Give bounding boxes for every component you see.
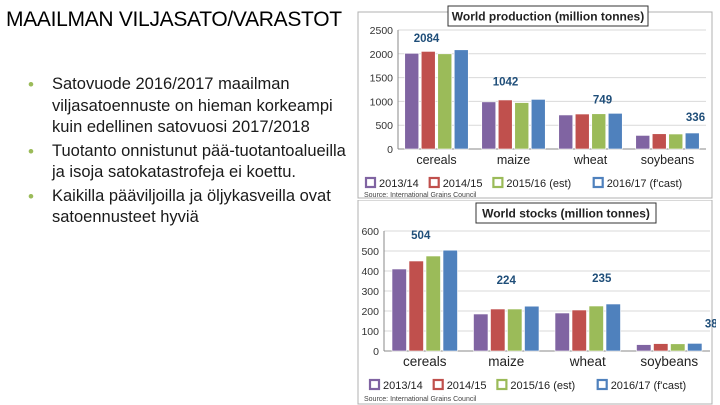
y-tick-label: 200 [361,306,379,318]
y-tick-label: 1500 [370,73,394,85]
category-label: maize [497,153,530,167]
category-label: wheat [569,354,606,369]
bar-cereals-2014-15 [408,260,424,352]
legend-swatch-2013-14 [368,378,381,391]
data-label-soybeans: 336 [686,112,705,124]
chart-title: World stocks (million tonnes) [482,207,650,221]
bar-maize-2013-14 [473,313,489,352]
chart-source: Source: International Grains Council [364,396,477,403]
world-production-chart: World production (million tonnes) 0 500 100… [356,2,716,200]
chart-title-box [447,5,649,27]
legend-label: 2015/16 (est) [506,178,571,190]
bar-wheat-2013-14 [558,114,574,150]
y-tick-label: 600 [361,226,379,238]
bar-cereals-2015-16-est [425,255,441,352]
bar-wheat-2014-15 [571,309,587,352]
bar-wheat-2016-17-f-cast [605,303,621,352]
data-label-wheat: 235 [592,273,612,285]
bar-cereals-2013-14 [404,53,420,150]
y-tick-label: 1000 [370,96,394,108]
world-stocks-chart: World stocks (million tonnes) 0 100 200 300 4… [356,200,716,405]
bar-wheat-2015-16-est [588,305,604,352]
bar-soybeans-2016-17-f-cast [687,343,703,352]
data-label-maize: 224 [497,275,517,287]
legend-label: 2016/17 (f'cast) [611,380,686,392]
bar-wheat-2016-17-f-cast [607,113,623,150]
category-label: soybeans [641,153,695,167]
chart-source: Source: International Grains Council [364,192,477,199]
data-label-cereals: 2084 [414,33,440,45]
bar-maize-2013-14 [481,101,497,150]
y-tick-label: 500 [361,246,379,258]
bullet-list: Satovuode 2016/2017 maailman viljasatoen… [28,74,348,231]
bullet-item-3: Kaikilla pääviljoilla ja öljykasveilla o… [28,186,348,229]
data-label-wheat: 749 [593,94,612,106]
y-tick-label: 100 [361,326,379,338]
bar-cereals-2013-14 [391,268,407,352]
bar-cereals-2016-17-f-cast [453,49,469,150]
data-label-soybeans: 38 [705,318,716,330]
category-label: cereals [416,153,456,167]
bar-maize-2016-17-f-cast [524,305,540,352]
y-tick-label: 2500 [370,25,394,37]
legend-label: 2013/14 [383,380,423,392]
bar-maize-2014-15 [490,308,506,352]
bar-soybeans-2014-15 [653,343,669,352]
y-tick-label: 400 [361,266,379,278]
y-tick-label: 500 [375,120,393,132]
bar-soybeans-2014-15 [651,133,667,150]
category-label: maize [488,354,524,369]
bar-wheat-2014-15 [574,113,590,150]
bar-maize-2015-16-est [507,308,523,352]
y-tick-label: 300 [361,286,379,298]
legend-swatch-2015-16-est [496,378,508,391]
legend-label: 2015/16 (est) [510,380,575,392]
bar-soybeans-2015-16-est [670,343,686,352]
legend-swatch-2015-16-est [492,176,504,189]
bar-maize-2016-17-f-cast [530,99,546,150]
legend-swatch-2014-15 [432,378,444,391]
bar-wheat-2013-14 [554,312,570,352]
legend-label: 2014/15 [447,380,487,392]
data-label-maize: 1042 [493,76,519,88]
chart-title: World production (million tonnes) [452,10,644,24]
legend-label: 2014/15 [443,178,483,190]
bar-soybeans-2013-14 [636,344,652,352]
legend-label: 2016/17 (f'cast) [607,178,682,190]
bar-maize-2015-16-est [514,102,530,150]
y-tick-label: 2000 [370,49,394,61]
data-label-cereals: 504 [411,230,431,242]
category-label: soybeans [640,354,698,369]
legend-swatch-2013-14 [364,176,377,189]
bar-soybeans-2013-14 [635,135,651,150]
bar-soybeans-2016-17-f-cast [684,132,700,150]
category-label: wheat [573,153,608,167]
slide-title: MAAILMAN VILJASATO/VARASTOT [6,8,342,31]
bar-wheat-2015-16-est [591,113,607,150]
bullet-item-1: Satovuode 2016/2017 maailman viljasatoen… [28,74,348,139]
legend-swatch-2014-15 [428,176,440,189]
chart-title-box [475,202,657,224]
y-tick-label: 0 [387,144,393,156]
bar-maize-2014-15 [497,99,513,150]
bullet-item-2: Tuotanto onnistunut pää-tuotantoalueilla… [28,141,348,184]
legend-swatch-2016-17-f-cast [596,378,608,391]
bar-soybeans-2015-16-est [668,133,684,150]
bar-cereals-2015-16-est [437,53,453,150]
legend-swatch-2016-17-f-cast [592,176,604,189]
category-label: cereals [403,354,447,369]
y-tick-label: 0 [373,346,379,358]
legend-label: 2013/14 [379,178,419,190]
bar-cereals-2016-17-f-cast [442,249,458,352]
bar-cereals-2014-15 [420,51,436,150]
